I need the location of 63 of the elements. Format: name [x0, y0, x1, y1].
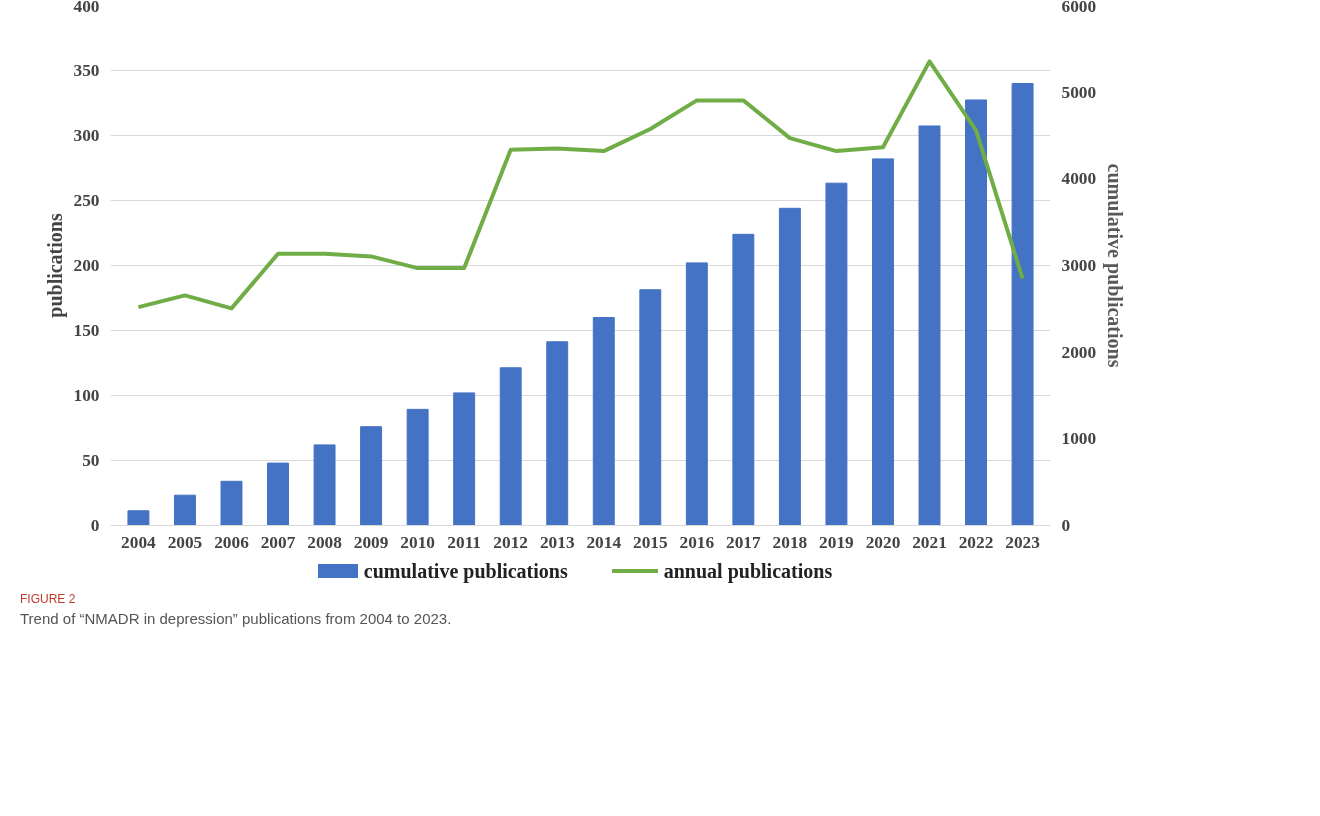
x-tick-label: 2014 [586, 532, 622, 552]
y2-tick-label: 5000 [1061, 82, 1097, 102]
y2-tick-label: 2000 [1061, 342, 1097, 362]
x-tick-label: 2018 [772, 532, 808, 552]
x-tick-label: 2010 [400, 532, 435, 552]
y-axis-title: publications [43, 213, 67, 318]
x-tick-label: 2006 [214, 532, 250, 552]
y-tick-label: 200 [73, 256, 100, 275]
bar [546, 341, 569, 526]
x-tick-label: 2012 [493, 532, 529, 552]
x-tick-label: 2015 [632, 532, 668, 552]
y2-tick-label: 6000 [1061, 0, 1097, 16]
bar [872, 158, 894, 526]
bar [825, 182, 848, 526]
legend-label: cumulative publications [363, 560, 568, 583]
x-tick-label: 2007 [260, 532, 296, 552]
x-tick-label: 2022 [958, 532, 994, 552]
bar [406, 408, 429, 526]
y2-axis-title: cumulative publications [1103, 163, 1127, 368]
bar [313, 444, 336, 526]
x-tick-label: 2023 [1005, 532, 1041, 552]
x-tick-label: 2021 [912, 532, 947, 552]
x-tick-label: 2005 [167, 532, 203, 552]
bar [127, 510, 150, 526]
bar [360, 426, 383, 526]
y-tick-label: 100 [73, 386, 100, 405]
legend-label: annual publications [663, 560, 833, 583]
y-tick-label: 400 [73, 0, 100, 16]
bar [267, 462, 289, 526]
y2-tick-label: 4000 [1061, 169, 1097, 189]
text: Trend of “NMADR in depression” publications from 2004 to 2023. [20, 608, 452, 629]
y-tick-label: 250 [73, 191, 100, 210]
y2-tick-label: 3000 [1061, 256, 1097, 275]
y-tick-label: 150 [73, 321, 100, 340]
bar [453, 392, 476, 526]
y-tick-label: 350 [73, 61, 100, 80]
x-tick-label: 2004 [121, 532, 157, 552]
x-tick-label: 2020 [865, 532, 901, 552]
x-tick-label: 2017 [726, 532, 762, 552]
bar [173, 494, 196, 526]
bar [1011, 83, 1034, 526]
x-tick-label: 2008 [307, 532, 343, 552]
x-tick-label: 2009 [353, 532, 389, 552]
bar [965, 99, 988, 526]
bar [732, 233, 755, 526]
bar [639, 289, 662, 526]
y-tick-label: 50 [82, 451, 100, 470]
y-tick-label: 0 [90, 516, 100, 535]
y-tick-label: 300 [73, 126, 100, 145]
x-tick-label: 2019 [819, 532, 855, 552]
line-series [136, 59, 1025, 311]
bar [918, 125, 941, 526]
y2-tick-label: 0 [1061, 516, 1071, 535]
bar [778, 207, 801, 526]
x-tick-label: 2013 [539, 532, 575, 552]
x-tick-label: 2016 [679, 532, 715, 552]
bar [499, 367, 522, 526]
bar [685, 262, 708, 526]
caption: FIGURE 2 [20, 590, 77, 608]
bar [220, 480, 243, 526]
bar [592, 317, 615, 526]
y2-tick-label: 1000 [1061, 429, 1097, 449]
x-tick-label: 2011 [447, 532, 482, 552]
